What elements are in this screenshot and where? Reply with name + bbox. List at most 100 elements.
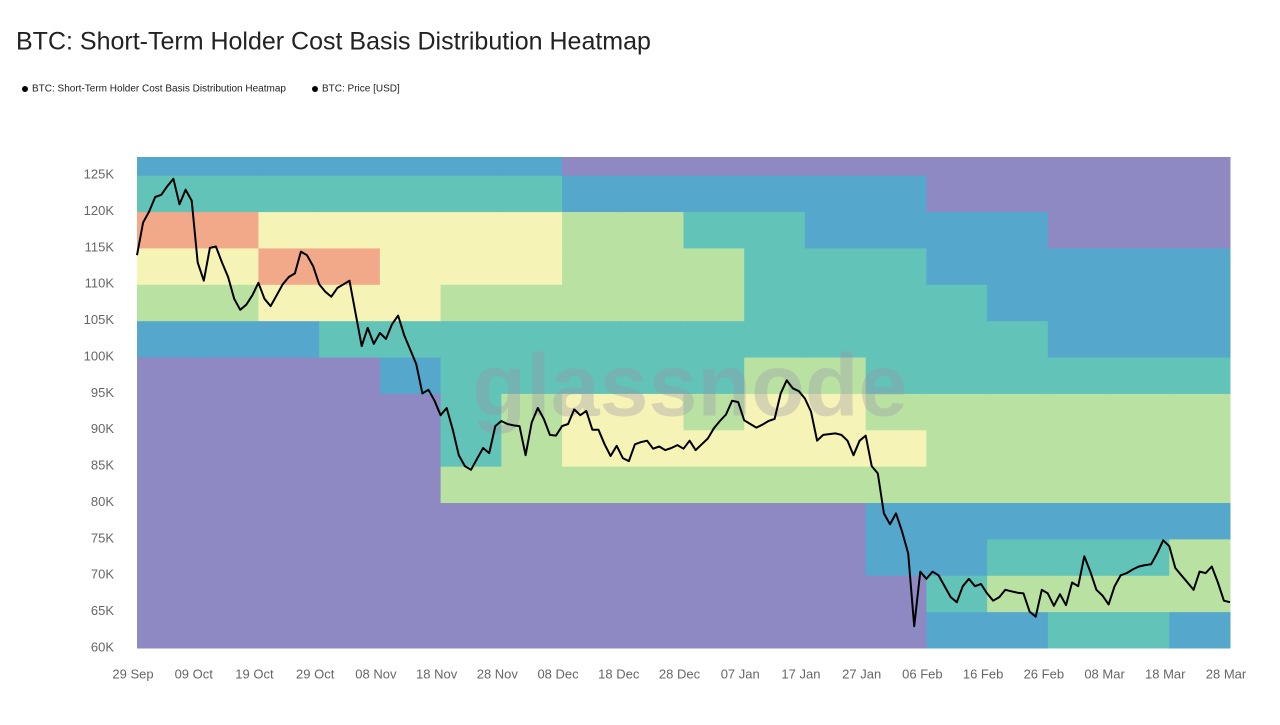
heatmap-cell: [258, 175, 320, 213]
heatmap-cell: [683, 175, 745, 213]
heatmap-cell: [865, 284, 927, 322]
heatmap-cell: [258, 502, 320, 540]
heatmap-cell: [1169, 538, 1231, 576]
heatmap-cell: [258, 611, 320, 649]
heatmap-cell: [562, 247, 624, 285]
heatmap-cell: [804, 157, 867, 176]
heatmap-cell: [1047, 538, 1110, 576]
heatmap-cell: [865, 211, 927, 249]
y-tick-label: 105K: [84, 312, 115, 327]
heatmap-cell: [197, 157, 259, 176]
heatmap-cell: [683, 393, 745, 431]
heatmap-cell: [683, 575, 745, 613]
heatmap-cell: [197, 538, 259, 576]
heatmap-cell: [562, 357, 624, 394]
heatmap-cell: [622, 611, 684, 649]
heatmap-cell: [744, 502, 806, 540]
x-tick-label: 28 Mar: [1206, 666, 1247, 681]
heatmap-cell: [1169, 393, 1231, 431]
y-tick-label: 95K: [91, 385, 114, 400]
heatmap-cell: [1169, 575, 1231, 613]
heatmap-cell: [744, 466, 806, 504]
heatmap-cell: [319, 247, 381, 285]
heatmap-cell: [1108, 247, 1170, 285]
heatmap-cell: [744, 247, 806, 285]
heatmap-cell: [1108, 611, 1170, 649]
heatmap-cell: [197, 429, 259, 467]
heatmap-cell: [926, 575, 988, 613]
heatmap-cell: [622, 502, 684, 540]
heatmap-cell: [744, 429, 806, 467]
heatmap-cell: [926, 320, 988, 358]
heatmap-cell: [622, 175, 684, 213]
y-tick-label: 120K: [84, 203, 115, 218]
heatmap-cell: [137, 357, 199, 394]
heatmap-cell: [744, 393, 806, 431]
heatmap-cell: [1108, 157, 1170, 176]
heatmap-cell: [1169, 429, 1231, 467]
heatmap-cell: [379, 538, 442, 576]
heatmap-cell: [137, 393, 199, 431]
heatmap-cell: [258, 357, 320, 394]
heatmap-cell: [744, 611, 806, 649]
heatmap-cell: [137, 429, 199, 467]
heatmap-cell: [379, 211, 442, 249]
heatmap-cell: [197, 575, 259, 613]
heatmap-cell: [379, 611, 442, 649]
heatmap-cell: [804, 357, 867, 394]
y-tick-label: 110K: [85, 276, 115, 291]
heatmap-cell: [379, 357, 442, 394]
heatmap-cell: [865, 502, 927, 540]
y-tick-label: 65K: [91, 603, 114, 618]
heatmap-cell: [865, 357, 927, 394]
heatmap-cell: [319, 157, 381, 176]
heatmap-cell: [319, 175, 381, 213]
heatmap-cell: [1047, 157, 1110, 176]
heatmap-cell: [137, 247, 199, 285]
heatmap-cell: [683, 157, 745, 176]
heatmap-cell: [926, 157, 988, 176]
heatmap-cell: [622, 320, 684, 358]
heatmap-cell: [1108, 211, 1170, 249]
heatmap-cell: [865, 393, 927, 431]
heatmap-cell: [562, 575, 624, 613]
heatmap-cell: [319, 211, 381, 249]
x-tick-label: 18 Nov: [416, 666, 458, 681]
heatmap-cell: [379, 247, 442, 285]
heatmap-cell: [1169, 211, 1231, 249]
heatmap-cell: [683, 284, 745, 322]
heatmap-cell: [197, 611, 259, 649]
heatmap-cell: [987, 357, 1049, 394]
heatmap-cell: [622, 247, 684, 285]
y-tick-label: 80K: [91, 494, 114, 509]
heatmap-cell: [501, 284, 563, 322]
heatmap-cell: [319, 320, 381, 358]
heatmap-cell: [562, 538, 624, 576]
heatmap-cell: [137, 284, 199, 322]
heatmap-cell: [865, 538, 927, 576]
heatmap-cell: [683, 247, 745, 285]
heatmap-cell: [440, 247, 502, 285]
heatmap-cell: [562, 502, 624, 540]
heatmap-cell: [865, 175, 927, 213]
heatmap-cell: [319, 538, 381, 576]
heatmap-cell: [197, 320, 259, 358]
heatmap-cell: [1108, 466, 1170, 504]
heatmap-cell: [379, 393, 442, 431]
chart-title: BTC: Short-Term Holder Cost Basis Distri…: [16, 28, 651, 56]
legend-marker: [22, 86, 28, 92]
heatmap-cell: [804, 538, 867, 576]
heatmap-cell: [926, 284, 988, 322]
heatmap-cell: [440, 502, 502, 540]
axes: 60K 65K 70K 75K 80K 85K 90K 95K 100K 105K 110K 115K…: [84, 167, 1247, 682]
heatmap-cell: [258, 157, 320, 176]
heatmap-cell: [379, 575, 442, 613]
heatmap-cell: [197, 284, 259, 322]
heatmap-cell: [440, 157, 502, 176]
heatmap-cell: [1108, 502, 1170, 540]
heatmap-cell: [562, 611, 624, 649]
heatmap-cell: [683, 211, 745, 249]
heatmap-cell: [1047, 211, 1110, 249]
heatmap-cell: [683, 502, 745, 540]
